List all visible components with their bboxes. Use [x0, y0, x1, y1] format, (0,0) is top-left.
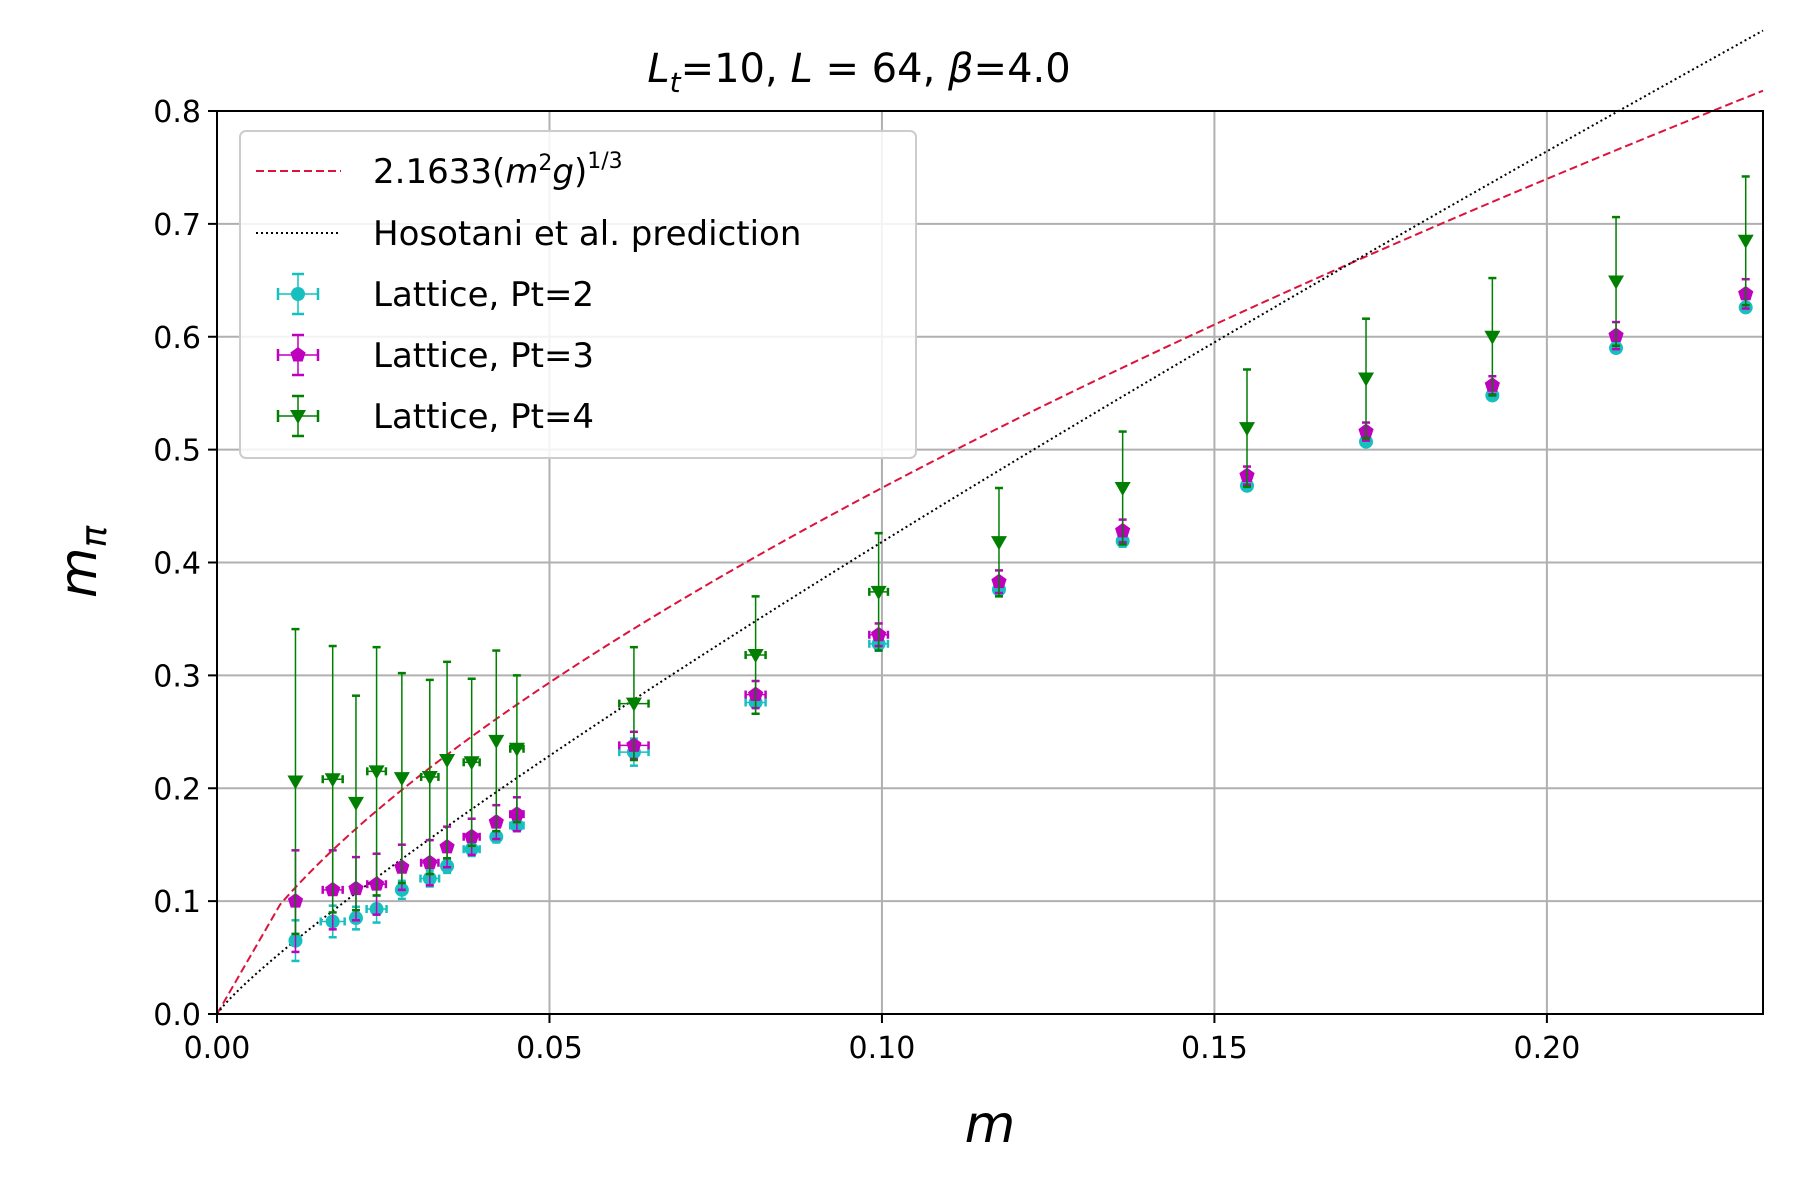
- data-points: [287, 175, 1754, 963]
- point-pt4: [1608, 275, 1625, 290]
- title-sub: t: [670, 66, 682, 99]
- legend-powerlaw-m: m: [505, 152, 538, 192]
- hosotani-curve: [216, 29, 1764, 1015]
- point-pt4: [625, 697, 642, 712]
- title-part3: =4.0: [974, 46, 1071, 92]
- x-axis-label: m: [965, 1095, 1016, 1155]
- legend-powerlaw-base: 2.1633(: [373, 152, 505, 192]
- legend-marker-pt4: [290, 410, 306, 424]
- y-tick-label: 0.1: [153, 885, 201, 920]
- legend-label-powerlaw: 2.1633(m2g)1/3: [373, 149, 623, 192]
- legend-powerlaw-exp: 1/3: [587, 149, 622, 174]
- legend-powerlaw-g: g: [552, 152, 574, 192]
- y-tick-label: 0.3: [153, 659, 201, 694]
- x-tick-label: 0.15: [1181, 1031, 1248, 1066]
- legend-powerlaw-close: ): [574, 152, 587, 192]
- x-tick-label: 0.20: [1513, 1031, 1580, 1066]
- point-pt4: [990, 536, 1007, 551]
- y-axis-label-main: m: [49, 548, 109, 599]
- legend-label-pt2: Lattice, Pt=2: [373, 275, 594, 315]
- point-pt4: [747, 649, 764, 664]
- x-tick-label: 0.00: [184, 1031, 251, 1066]
- y-tick-label: 0.4: [153, 547, 201, 582]
- legend-label-hosotani: Hosotani et al. prediction: [373, 214, 801, 254]
- title-part1: =10,: [681, 46, 791, 92]
- legend-label-pt4: Lattice, Pt=4: [373, 397, 594, 437]
- point-pt4: [488, 734, 505, 749]
- legend-label-pt3: Lattice, Pt=3: [373, 336, 594, 376]
- point-pt4: [1358, 372, 1375, 387]
- chart-title: Lt=10, L = 64, β=4.0: [647, 46, 1070, 99]
- point-pt4: [287, 775, 304, 790]
- point-pt4: [1484, 330, 1501, 345]
- y-tick-label: 0.8: [153, 95, 201, 130]
- y-axis-label: mπ: [49, 525, 115, 599]
- point-pt4: [508, 742, 525, 757]
- point-pt4: [347, 796, 364, 811]
- title-part2: = 64,: [813, 46, 948, 92]
- y-tick-label: 0.7: [153, 208, 201, 243]
- x-tick-label: 0.05: [516, 1031, 583, 1066]
- point-pt4: [870, 585, 887, 600]
- point-pt4: [368, 765, 385, 780]
- powerlaw-curve: [216, 89, 1764, 1015]
- title-l2: L: [790, 46, 812, 92]
- point-pt4: [393, 772, 410, 787]
- series-pt4: [287, 175, 1754, 936]
- point-pt4: [421, 770, 438, 785]
- point-pt4: [463, 756, 480, 771]
- point-pt4: [1239, 422, 1255, 437]
- legend-box: [239, 130, 917, 459]
- legend: 2.1633(m2g)1/3 Hosotani et al. predictio…: [239, 130, 917, 459]
- legend-marker-pt3: [290, 347, 306, 362]
- fit-curves: [216, 29, 1764, 1015]
- y-axis-label-sub: π: [74, 525, 115, 548]
- legend-markers: [276, 272, 320, 438]
- point-pt4: [1737, 234, 1754, 249]
- y-tick-label: 0.5: [153, 434, 201, 469]
- y-tick-label: 0.0: [153, 998, 201, 1033]
- title-l: L: [647, 46, 669, 92]
- axis-ticks: 0.00 0.05 0.10 0.15 0.20 0.0 0.1 0.2 0.3 0.4 0.5 0.…: [153, 95, 1580, 1066]
- point-pt4: [324, 773, 341, 788]
- point-pt4: [1114, 482, 1131, 496]
- point-pt4: [439, 754, 456, 769]
- y-tick-label: 0.2: [153, 772, 201, 807]
- x-tick-label: 0.10: [849, 1031, 916, 1066]
- title-beta: β: [947, 46, 974, 92]
- y-tick-label: 0.6: [153, 321, 201, 356]
- legend-marker-pt2: [291, 287, 305, 301]
- legend-powerlaw-sup2: 2: [538, 151, 552, 176]
